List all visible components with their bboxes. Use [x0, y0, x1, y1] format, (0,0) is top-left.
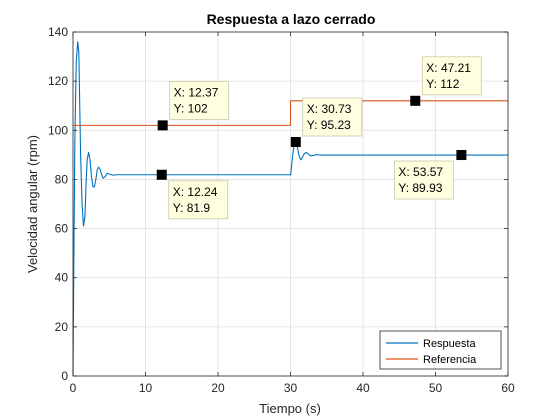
datatip-y-label: Y: 81.9 — [173, 201, 211, 215]
datatip-box — [421, 56, 482, 96]
x-tick-label: 60 — [501, 381, 515, 395]
datatip-marker — [410, 95, 421, 106]
x-tick-label: 40 — [356, 381, 370, 395]
datatip-y-label: Y: 102 — [174, 101, 208, 115]
legend-box — [379, 330, 502, 370]
datatip-box — [169, 80, 230, 120]
datatip-marker — [456, 150, 467, 161]
x-tick-label: 0 — [70, 381, 77, 395]
x-tick-label: 10 — [139, 381, 153, 395]
datatip-x-label: X: 53.57 — [398, 165, 443, 179]
datatip[interactable]: X: 53.57 Y: 89.93 — [393, 150, 467, 200]
y-tick-label: 80 — [55, 172, 69, 186]
x-tick-label: 20 — [211, 381, 225, 395]
datatip[interactable]: X: 12.24 Y: 81.9 — [156, 169, 229, 220]
datatip-y-label: Y: 95.23 — [307, 118, 351, 132]
datatip-box — [393, 160, 454, 200]
x-axis-label: Tiempo (s) — [259, 401, 321, 416]
y-tick-label: 100 — [48, 123, 68, 137]
legend-label: Respuesta — [423, 338, 476, 350]
datatip-marker — [290, 137, 301, 148]
y-axis-label: Velocidad angular (rpm) — [25, 135, 40, 273]
y-tick-label: 140 — [48, 25, 68, 39]
y-tick-label: 0 — [61, 369, 68, 383]
legend-label: Referencia — [423, 354, 477, 366]
legend-item-referencia[interactable]: Referencia — [386, 354, 477, 366]
datatip-x-label: X: 12.24 — [173, 185, 218, 199]
x-tick-label: 30 — [284, 381, 298, 395]
datatip-marker — [156, 169, 167, 180]
datatip-box — [302, 97, 363, 137]
axis-ticks: 0 10 20 30 40 50 60 0 20 40 60 80 100 120 140 — [48, 25, 515, 395]
datatip-x-label: X: 12.37 — [174, 85, 219, 99]
legend: Respuesta Referencia — [379, 330, 502, 370]
series-line-referencia — [73, 100, 508, 126]
datatip-box — [168, 180, 229, 220]
y-tick-label: 120 — [48, 74, 68, 88]
y-tick-label: 20 — [55, 320, 69, 334]
datatip[interactable]: X: 12.37 Y: 102 — [157, 80, 230, 131]
y-tick-label: 40 — [55, 271, 69, 285]
legend-item-respuesta[interactable]: Respuesta — [386, 338, 476, 350]
series-layer — [72, 41, 508, 377]
datatips-layer: X: 12.37 Y: 102 X: 12.24 Y: 81.9 X: 30.73 Y: … — [156, 56, 482, 220]
chart-title: Respuesta a lazo cerrado — [207, 11, 376, 27]
datatip-y-label: Y: 89.93 — [398, 181, 442, 195]
datatip-x-label: X: 47.21 — [426, 61, 471, 75]
series-line-respuesta — [72, 41, 508, 377]
datatip-marker — [157, 120, 168, 131]
y-tick-label: 60 — [55, 222, 69, 236]
datatip[interactable]: X: 47.21 Y: 112 — [410, 56, 482, 106]
datatip-x-label: X: 30.73 — [307, 102, 352, 116]
plot-area: 0 10 20 30 40 50 60 0 20 40 60 80 100 120 140 X: 12.37… — [48, 25, 515, 395]
datatip[interactable]: X: 30.73 Y: 95.23 — [290, 97, 363, 148]
datatip-y-label: Y: 112 — [426, 77, 459, 91]
x-tick-label: 50 — [429, 381, 443, 395]
